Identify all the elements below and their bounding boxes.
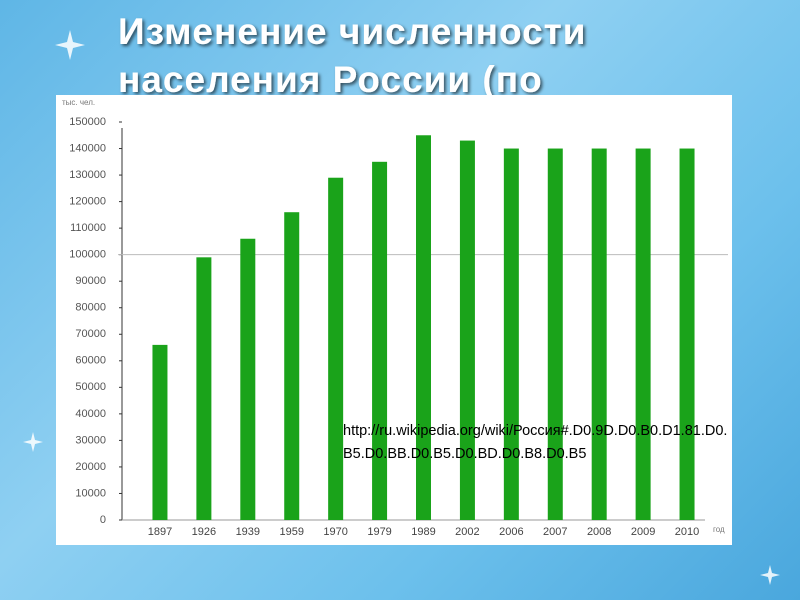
y-tick-label: 90000 [75, 275, 106, 287]
bar [591, 148, 607, 521]
bar [284, 212, 300, 521]
x-tick-label: 1970 [323, 526, 347, 538]
y-tick-label: 80000 [75, 302, 106, 314]
y-tick-label: 30000 [75, 434, 106, 446]
y-tick-label: 110000 [70, 222, 106, 234]
y-tick-label: 100000 [69, 249, 106, 261]
y-tick-label: 60000 [75, 355, 106, 367]
x-tick-label: 2002 [455, 526, 479, 538]
bar [328, 177, 344, 520]
title-line: населения России (по [118, 59, 543, 100]
y-tick-label: 20000 [75, 461, 106, 473]
y-tick-label: 10000 [75, 487, 106, 499]
y-tick-label: 140000 [69, 142, 106, 154]
chart-panel [56, 95, 732, 545]
y-tick-label: 0 [100, 514, 106, 526]
y-tick-label: 50000 [75, 381, 106, 393]
x-tick-label: 1959 [279, 526, 303, 538]
x-tick-label: 1979 [367, 526, 391, 538]
x-tick-label: 1939 [236, 526, 260, 538]
bar [503, 148, 519, 521]
decoration [23, 30, 780, 585]
x-tick-label: 2008 [587, 526, 611, 538]
x-tick-label: 2007 [543, 526, 567, 538]
x-tick-label: 1926 [192, 526, 216, 538]
bar [416, 135, 431, 520]
x-axis-label: год [713, 525, 725, 534]
bar [372, 161, 388, 521]
y-tick-label: 130000 [69, 169, 106, 181]
source-note: http://ru.wikipedia.org/wiki/Россия#.D0.… [343, 423, 728, 462]
bar [547, 148, 563, 521]
bar [196, 257, 212, 520]
title-line: Изменение численности [118, 11, 587, 52]
bar [459, 140, 475, 520]
x-tick-label: 2006 [499, 526, 523, 538]
x-tick-label: 1897 [148, 526, 172, 538]
bar [679, 148, 695, 521]
x-tick-label: 2010 [675, 526, 699, 538]
y-tick-label: 150000 [69, 116, 106, 128]
bar [152, 344, 168, 520]
y-axis-label: тыс. чел. [62, 98, 95, 107]
bar [635, 148, 651, 521]
y-tick-label: 70000 [75, 328, 106, 340]
x-tick-label: 1989 [411, 526, 435, 538]
x-tick-label: 2009 [631, 526, 655, 538]
y-tick-label: 120000 [69, 196, 106, 208]
y-tick-label: 40000 [75, 408, 106, 420]
bar [240, 238, 256, 520]
